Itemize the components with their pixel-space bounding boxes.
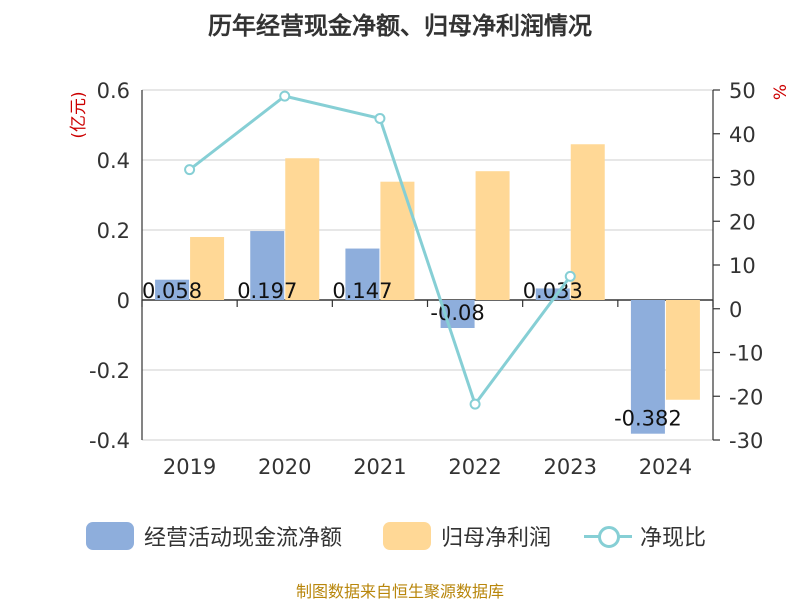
data-label-cashflow: 0.058 (142, 279, 202, 303)
bar-netprofit (570, 144, 605, 300)
data-label-cashflow: -0.08 (430, 301, 484, 325)
bar-cashflow (535, 288, 570, 300)
y-left-tick-label: -0.2 (89, 359, 130, 383)
legend-item-netprofit[interactable]: 归母净利润 (383, 518, 551, 554)
y-right-axis-label: % (771, 84, 791, 100)
legend-swatch-netprofit (383, 522, 431, 550)
y-right-tick-label: 30 (729, 167, 756, 191)
y-left-tick-label: -0.4 (89, 429, 130, 453)
y-right-tick-label: 10 (729, 254, 756, 278)
bar-netprofit (285, 158, 320, 300)
x-tick-label: 2024 (639, 455, 692, 479)
x-tick-label: 2020 (258, 455, 311, 479)
point-ratio (469, 398, 481, 410)
data-label-cashflow: 0.147 (332, 279, 392, 303)
legend-label-ratio: 净现比 (640, 526, 707, 551)
chart-title: 历年经营现金净额、归母净利润情况 (208, 12, 592, 40)
y-left-tick-label: 0.4 (97, 149, 130, 173)
y-right-tick-label: -10 (729, 342, 763, 366)
line-ratio (188, 94, 572, 408)
footer-source: 制图数据来自恒生聚源数据库 (295, 582, 504, 601)
bar-cashflow (630, 300, 665, 434)
point-ratio (279, 90, 291, 102)
y-right-tick-label: 0 (729, 298, 742, 322)
y-left-tick-label: 0 (117, 289, 130, 313)
bar-cashflow (155, 279, 190, 300)
point-ratio (374, 112, 386, 124)
point-ratio (184, 164, 196, 176)
y-right-tick-label: 50 (729, 79, 756, 103)
legend-item-ratio[interactable]: 净现比 (584, 518, 706, 554)
y-right-tick-label: -30 (729, 429, 763, 453)
y-right-tick-label: 20 (729, 210, 756, 234)
bar-netprofit (190, 237, 225, 300)
legend-label-cashflow: 经营活动现金流净额 (144, 526, 343, 551)
legend-swatch-cashflow (86, 522, 134, 550)
data-label-cashflow: 0.197 (237, 279, 297, 303)
bar-cashflow (345, 248, 380, 300)
x-tick-label: 2021 (353, 455, 406, 479)
y-left-axis-label: (亿元) (69, 91, 89, 138)
legend-swatch-ratio (584, 522, 632, 550)
chart-legend: 经营活动现金流净额 归母净利润 净现比 (0, 518, 800, 554)
legend-item-cashflow[interactable]: 经营活动现金流净额 (86, 518, 342, 554)
data-label-cashflow: -0.382 (614, 407, 682, 431)
bar-netprofit (475, 171, 510, 300)
x-tick-label: 2019 (163, 455, 216, 479)
legend-label-netprofit: 归母净利润 (441, 526, 552, 551)
point-ratio (564, 270, 576, 282)
y-right-tick-label: -20 (729, 385, 763, 409)
x-tick-label: 2023 (544, 455, 597, 479)
y-left-tick-label: 0.6 (97, 79, 130, 103)
x-tick-label: 2022 (448, 455, 501, 479)
bar-cashflow (250, 231, 285, 300)
bar-netprofit (665, 300, 700, 400)
y-left-tick-label: 0.2 (97, 219, 130, 243)
y-right-tick-label: 40 (729, 123, 756, 147)
